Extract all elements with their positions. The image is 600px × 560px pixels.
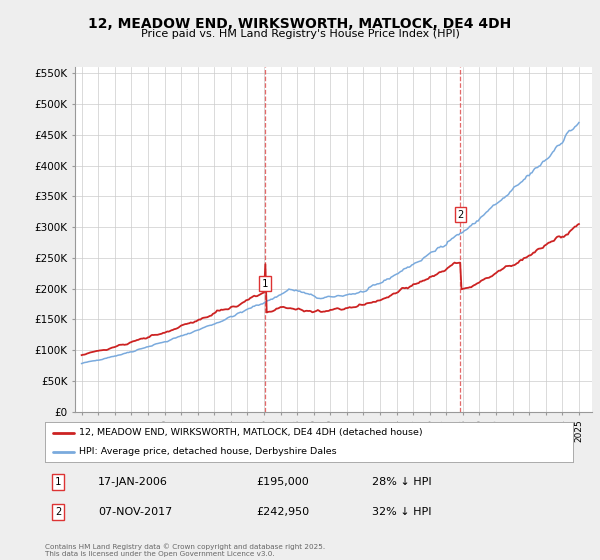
Text: 12, MEADOW END, WIRKSWORTH, MATLOCK, DE4 4DH: 12, MEADOW END, WIRKSWORTH, MATLOCK, DE4… [88,17,512,31]
Text: 28% ↓ HPI: 28% ↓ HPI [373,477,432,487]
Text: 17-JAN-2006: 17-JAN-2006 [98,477,167,487]
Text: 1: 1 [55,477,61,487]
Text: Contains HM Land Registry data © Crown copyright and database right 2025.
This d: Contains HM Land Registry data © Crown c… [45,544,325,557]
Text: 2: 2 [55,507,61,517]
Text: HPI: Average price, detached house, Derbyshire Dales: HPI: Average price, detached house, Derb… [79,447,337,456]
Text: Price paid vs. HM Land Registry's House Price Index (HPI): Price paid vs. HM Land Registry's House … [140,29,460,39]
Text: 12, MEADOW END, WIRKSWORTH, MATLOCK, DE4 4DH (detached house): 12, MEADOW END, WIRKSWORTH, MATLOCK, DE4… [79,428,423,437]
Text: 1: 1 [262,279,268,289]
Text: £195,000: £195,000 [256,477,309,487]
Text: 32% ↓ HPI: 32% ↓ HPI [373,507,432,517]
Text: 07-NOV-2017: 07-NOV-2017 [98,507,172,517]
Text: £242,950: £242,950 [256,507,310,517]
Text: 2: 2 [457,209,463,220]
